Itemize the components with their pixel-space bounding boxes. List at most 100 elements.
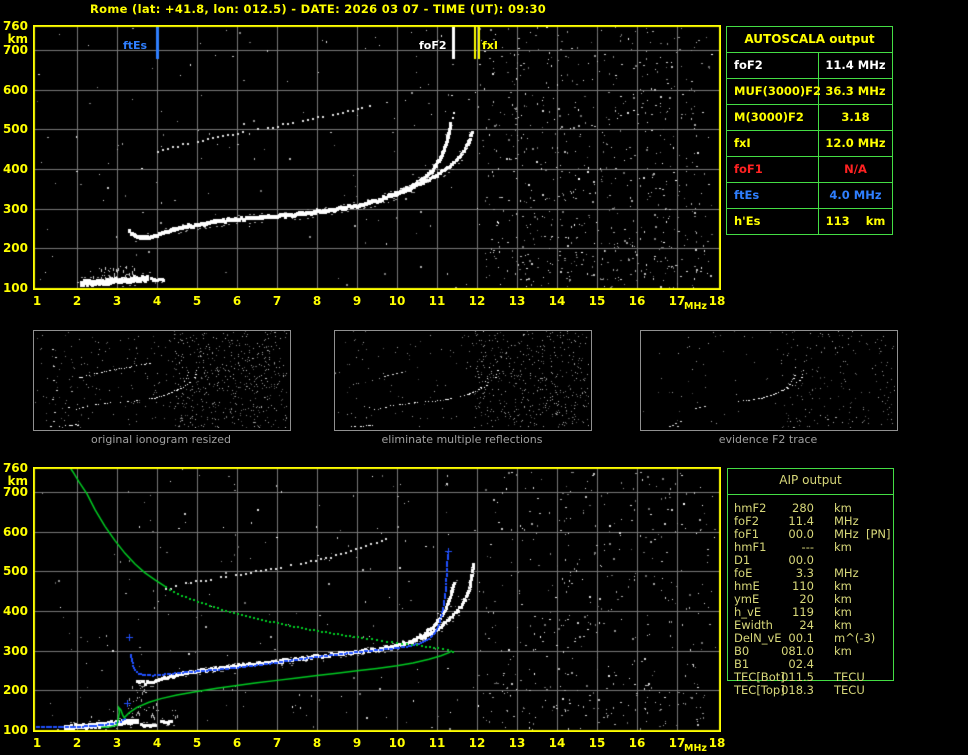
thumbnail-caption-original: original ionogram resized: [91, 433, 231, 446]
aip-unit: m^(-3): [834, 631, 876, 645]
x-tick-label: 3: [112, 736, 122, 750]
autoscala-row-foF1: foF1 N/A: [727, 157, 892, 183]
aip-row-hmF1: hmF1 --- km: [728, 541, 893, 554]
aip-header-separator: [728, 494, 893, 495]
x-tick-label: 15: [588, 294, 606, 308]
aip-unit: km: [834, 618, 852, 632]
y-tick-label: 760: [2, 461, 28, 475]
aip-label: TEC[Top]: [734, 683, 785, 697]
autoscala-param-value: 113 km: [825, 214, 886, 228]
aip-row-foF2: foF2 11.4 MHz: [728, 515, 893, 528]
y-tick-label: 600: [2, 524, 28, 539]
thumbnail-eliminate-reflections: [334, 330, 592, 431]
x-tick-label: 11: [428, 294, 446, 308]
aip-label: foF2: [734, 514, 760, 528]
x-tick-label: 1: [32, 294, 42, 308]
x-tick-label: 12: [468, 736, 486, 750]
aip-label: B0: [734, 644, 750, 658]
aip-label: B1: [734, 657, 750, 671]
aip-value: 11.4: [788, 514, 814, 528]
autoscala-row-M(3000)F2: M(3000)F2 3.18: [727, 105, 892, 131]
aip-unit: TECU: [834, 670, 865, 684]
aip-value: 00.0: [788, 527, 814, 541]
thumbnail-original-canvas: [34, 331, 288, 428]
aip-label: D1: [734, 553, 751, 567]
x-tick-label: 7: [272, 294, 282, 308]
x-tick-label: 10: [388, 294, 406, 308]
x-tick-label: 8: [312, 736, 322, 750]
x-tick-label: 7: [272, 736, 282, 750]
x-tick-label: 12: [468, 294, 486, 308]
thumbnail-evidence-f2: [640, 330, 898, 431]
x-tick-label: 3: [112, 294, 122, 308]
x-tick-label: 14: [548, 736, 566, 750]
aip-row-hmF2: hmF2 280 km: [728, 502, 893, 515]
aip-row-B1: B1 02.4: [728, 658, 893, 671]
x-tick-label: 2: [72, 294, 82, 308]
aip-value: 3.3: [795, 566, 814, 580]
y-tick-label: 100: [2, 281, 28, 295]
aip-panel-header: AIP output: [779, 473, 842, 487]
y-tick-label: 200: [2, 683, 28, 698]
aip-row-TEC[Bot]: TEC[Bot] 011.5 TECU: [728, 671, 893, 684]
marker-label-foF2: foF2: [419, 39, 447, 52]
autoscala-param-value: 4.0 MHz: [829, 188, 882, 202]
aip-value: ---: [801, 540, 814, 554]
y-axis-unit-label: km: [7, 32, 28, 46]
y-tick-label: 400: [2, 161, 28, 176]
aip-row-hmE: hmE 110 km: [728, 580, 893, 593]
aip-label: DelN_vE: [734, 631, 782, 645]
x-tick-label: 9: [352, 294, 362, 308]
top-ionogram-plot: [33, 25, 721, 290]
bottom-ionogram-plot: [33, 467, 721, 732]
x-tick-label: 4: [152, 294, 162, 308]
autoscala-row-ftEs: ftEs 4.0 MHz: [727, 183, 892, 209]
x-tick-label: 6: [232, 736, 242, 750]
aip-value: 018.3: [781, 683, 814, 697]
aip-row-h_vE: h_vE 119 km: [728, 606, 893, 619]
autoscala-param-label: fxI: [727, 131, 819, 156]
station-title: Rome (lat: +41.8, lon: 012.5) - DATE: 20…: [90, 2, 547, 16]
x-axis-unit-label: MHz: [684, 301, 707, 312]
aip-row-D1: D1 00.0: [728, 554, 893, 567]
marker-label-ftEs: ftEs: [123, 39, 148, 52]
aip-unit: km: [834, 592, 852, 606]
x-tick-label: 13: [508, 736, 526, 750]
x-tick-label: 11: [428, 736, 446, 750]
autoscala-param-label: h'Es: [727, 209, 819, 234]
y-tick-label: 500: [2, 122, 28, 137]
autoscala-param-label: ftEs: [727, 183, 819, 208]
x-tick-label: 6: [232, 294, 242, 308]
x-tick-label: 2: [72, 736, 82, 750]
x-tick-label: 16: [628, 736, 646, 750]
aip-unit: MHz: [834, 514, 859, 528]
thumbnail-caption-eliminate: eliminate multiple reflections: [381, 433, 543, 446]
aip-unit: MHz: [834, 527, 859, 541]
autoscala-param-value: N/A: [844, 162, 867, 176]
aip-row-Ewidth: Ewidth 24 km: [728, 619, 893, 632]
y-tick-label: 600: [2, 82, 28, 97]
x-tick-label: 14: [548, 294, 566, 308]
autoscala-param-label: M(3000)F2: [727, 105, 819, 130]
y-axis-unit-label: km: [7, 474, 28, 488]
marker-label-fxI: fxI: [482, 39, 498, 52]
y-tick-label: 760: [2, 19, 28, 33]
autoscala-param-value: 3.18: [841, 110, 870, 124]
x-tick-label: 17: [668, 294, 686, 308]
aip-value: 02.4: [788, 657, 814, 671]
autoscala-param-value: 11.4 MHz: [825, 58, 886, 72]
aip-unit: km: [834, 579, 852, 593]
y-tick-label: 300: [2, 201, 28, 216]
autoscala-row-foF2: foF2 11.4 MHz: [727, 53, 892, 79]
autoscala-table-rows: foF2 11.4 MHz MUF(3000)F2 36.3 MHz M(3000)F2…: [727, 53, 892, 234]
x-tick-label: 8: [312, 294, 322, 308]
aip-unit: km: [834, 644, 852, 658]
thumbnail-evidence-canvas: [641, 331, 895, 428]
y-tick-label: 700: [2, 42, 28, 57]
aip-value: 081.0: [781, 644, 814, 658]
aip-label: foF1: [734, 527, 760, 541]
autoscala-param-label: foF1: [727, 157, 819, 182]
y-tick-label: 200: [2, 241, 28, 256]
aip-value: 110: [792, 579, 814, 593]
autoscala-table-header: AUTOSCALA output: [727, 27, 892, 53]
